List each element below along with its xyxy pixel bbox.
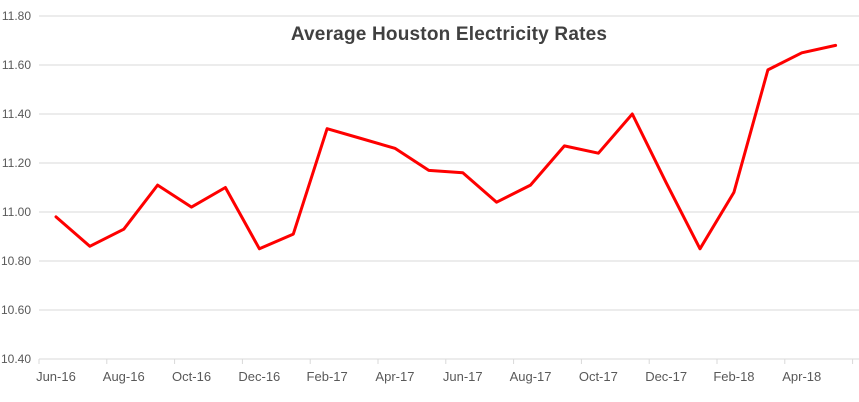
x-axis-label: Oct-17 bbox=[579, 369, 618, 384]
x-axis-label: Jun-17 bbox=[443, 369, 483, 384]
x-axis-label: Aug-16 bbox=[103, 369, 145, 384]
y-axis-label: 10.40 bbox=[1, 352, 31, 366]
x-axis-label: Aug-17 bbox=[510, 369, 552, 384]
x-axis-label: Feb-17 bbox=[307, 369, 348, 384]
chart-title: Average Houston Electricity Rates bbox=[290, 24, 608, 45]
y-axis-label: 11.20 bbox=[2, 156, 31, 170]
x-axis-label: Oct-16 bbox=[172, 369, 211, 384]
x-axis-label: Jun-16 bbox=[36, 369, 76, 384]
y-axis-label: 11.80 bbox=[2, 9, 31, 23]
x-axis-label: Apr-18 bbox=[782, 369, 821, 384]
y-axis-label: 11.60 bbox=[2, 58, 31, 72]
y-axis-label: 10.60 bbox=[1, 303, 31, 317]
rate-line-series bbox=[54, 43, 838, 251]
x-axis-label: Apr-17 bbox=[375, 369, 414, 384]
y-axis-label: 11.40 bbox=[2, 107, 31, 121]
y-axis-label: 10.80 bbox=[1, 254, 31, 268]
x-axis-label: Feb-18 bbox=[713, 369, 754, 384]
x-axis-label: Dec-17 bbox=[645, 369, 687, 384]
y-axis-label: 11.00 bbox=[2, 205, 31, 219]
x-axis-label: Dec-16 bbox=[238, 369, 280, 384]
